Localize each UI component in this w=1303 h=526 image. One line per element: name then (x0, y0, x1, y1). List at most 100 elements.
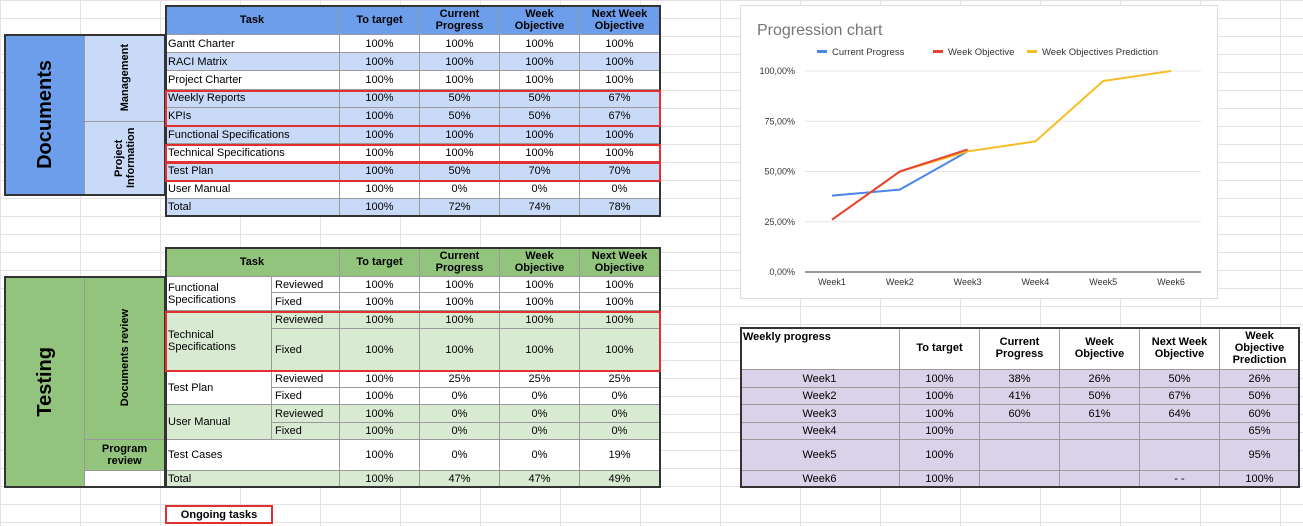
management-group-label[interactable]: Management (85, 35, 165, 122)
header-week-obj[interactable]: Week Objective (500, 5, 580, 35)
test-row-to-target[interactable]: 100% (340, 423, 420, 440)
test-total-week-obj[interactable]: 47% (500, 471, 580, 488)
weekly-row-week-obj[interactable] (1060, 471, 1140, 488)
test-total-to-target[interactable]: 100% (340, 471, 420, 488)
test-row-to-target[interactable]: 100% (340, 293, 420, 311)
doc-row-to-target[interactable]: 100% (340, 162, 420, 181)
weekly-row-week-obj[interactable]: 50% (1060, 388, 1140, 405)
doc-row-week-obj[interactable]: 50% (500, 89, 580, 108)
doc-row-to-target[interactable]: 100% (340, 180, 420, 199)
test-row-week-obj[interactable]: 100% (500, 293, 580, 311)
weekly-row-prediction[interactable]: 100% (1220, 471, 1300, 488)
doc-row-week-obj[interactable]: 100% (500, 71, 580, 90)
test-row-status[interactable]: Fixed (272, 293, 340, 311)
weekly-row-next-week[interactable]: 50% (1140, 370, 1220, 388)
weekly-row-week[interactable]: Week1 (740, 370, 900, 388)
doc-row-to-target[interactable]: 100% (340, 126, 420, 145)
weekly-row-next-week[interactable]: 64% (1140, 405, 1220, 423)
test-row-current[interactable]: 0% (420, 388, 500, 405)
header-current[interactable]: Current Progress (420, 5, 500, 35)
doc-row-next-week[interactable]: 67% (580, 107, 660, 126)
doc-row-next-week[interactable]: 67% (580, 89, 660, 108)
weekly-row-week-obj[interactable] (1060, 440, 1140, 471)
weekly-row-week[interactable]: Week3 (740, 405, 900, 423)
test-row-to-target[interactable]: 100% (340, 388, 420, 405)
test-row-week-obj[interactable]: 100% (500, 329, 580, 371)
weekly-header-label[interactable]: Weekly progress (740, 327, 900, 370)
weekly-row-to-target[interactable]: 100% (900, 471, 980, 488)
doc-row-to-target[interactable]: 100% (340, 71, 420, 90)
weekly-row-to-target[interactable]: 100% (900, 405, 980, 423)
weekly-header-prediction[interactable]: Week Objective Prediction (1220, 327, 1300, 370)
test-row-current[interactable]: 100% (420, 311, 500, 329)
doc-row-current[interactable]: 50% (420, 162, 500, 181)
test-row-next-week[interactable]: 0% (580, 388, 660, 405)
test-row-to-target[interactable]: 100% (340, 311, 420, 329)
test-header-next-week[interactable]: Next Week Objective (580, 247, 660, 277)
doc-row-to-target[interactable]: 100% (340, 144, 420, 163)
doc-row-week-obj[interactable]: 70% (500, 162, 580, 181)
weekly-row-next-week[interactable]: 67% (1140, 388, 1220, 405)
doc-row-task[interactable]: User Manual (165, 180, 340, 199)
test-total-next-week[interactable]: 49% (580, 471, 660, 488)
doc-row-current[interactable]: 100% (420, 35, 500, 54)
weekly-header-current[interactable]: Current Progress (980, 327, 1060, 370)
doc-row-next-week[interactable]: 70% (580, 162, 660, 181)
test-row-task[interactable]: Functional Specifications (165, 277, 272, 311)
test-row-next-week[interactable]: 0% (580, 405, 660, 423)
weekly-row-week[interactable]: Week6 (740, 471, 900, 488)
test-row-current[interactable]: 100% (420, 277, 500, 293)
weekly-row-prediction[interactable]: 60% (1220, 405, 1300, 423)
documents-review-group-label[interactable]: Documents review (85, 277, 165, 440)
doc-row-current[interactable]: 100% (420, 71, 500, 90)
header-to-target[interactable]: To target (340, 5, 420, 35)
doc-row-current[interactable]: 100% (420, 126, 500, 145)
test-row-task[interactable]: Test Cases (165, 440, 340, 471)
test-row-status[interactable]: Reviewed (272, 371, 340, 388)
test-row-current[interactable]: 0% (420, 440, 500, 471)
doc-row-week-obj[interactable]: 100% (500, 35, 580, 54)
test-row-week-obj[interactable]: 25% (500, 371, 580, 388)
test-row-next-week[interactable]: 0% (580, 423, 660, 440)
doc-row-task[interactable]: Gantt Charter (165, 35, 340, 54)
doc-total-label[interactable]: Total (165, 198, 340, 217)
weekly-row-week[interactable]: Week4 (740, 423, 900, 440)
test-row-next-week[interactable]: 100% (580, 293, 660, 311)
doc-row-week-obj[interactable]: 0% (500, 180, 580, 199)
test-row-to-target[interactable]: 100% (340, 371, 420, 388)
doc-row-task[interactable]: Test Plan (165, 162, 340, 181)
doc-row-week-obj[interactable]: 100% (500, 53, 580, 72)
doc-row-current[interactable]: 50% (420, 89, 500, 108)
test-row-status[interactable]: Reviewed (272, 277, 340, 293)
test-row-week-obj[interactable]: 0% (500, 405, 580, 423)
weekly-row-prediction[interactable]: 50% (1220, 388, 1300, 405)
doc-total-next-week[interactable]: 78% (580, 198, 660, 217)
weekly-row-current[interactable] (980, 471, 1060, 488)
test-row-status[interactable]: Fixed (272, 388, 340, 405)
weekly-header-next-week[interactable]: Next Week Objective (1140, 327, 1220, 370)
weekly-row-to-target[interactable]: 100% (900, 423, 980, 440)
test-row-next-week[interactable]: 25% (580, 371, 660, 388)
doc-row-task[interactable]: Weekly Reports (165, 89, 340, 108)
weekly-header-week-obj[interactable]: Week Objective (1060, 327, 1140, 370)
doc-row-week-obj[interactable]: 50% (500, 107, 580, 126)
doc-total-to-target[interactable]: 100% (340, 198, 420, 217)
weekly-row-prediction[interactable]: 95% (1220, 440, 1300, 471)
testing-section-label[interactable]: Testing (5, 277, 85, 487)
doc-row-task[interactable]: Functional Specifications (165, 126, 340, 145)
test-header-week-obj[interactable]: Week Objective (500, 247, 580, 277)
test-row-current[interactable]: 0% (420, 423, 500, 440)
weekly-row-current[interactable] (980, 440, 1060, 471)
test-row-week-obj[interactable]: 0% (500, 423, 580, 440)
test-row-to-target[interactable]: 100% (340, 329, 420, 371)
weekly-row-current[interactable] (980, 423, 1060, 440)
doc-row-task[interactable]: RACI Matrix (165, 53, 340, 72)
test-header-to-target[interactable]: To target (340, 247, 420, 277)
weekly-row-current[interactable]: 38% (980, 370, 1060, 388)
test-row-next-week[interactable]: 19% (580, 440, 660, 471)
test-row-current[interactable]: 25% (420, 371, 500, 388)
weekly-row-to-target[interactable]: 100% (900, 370, 980, 388)
test-row-task[interactable]: User Manual (165, 405, 272, 440)
doc-row-next-week[interactable]: 0% (580, 180, 660, 199)
doc-row-next-week[interactable]: 100% (580, 126, 660, 145)
